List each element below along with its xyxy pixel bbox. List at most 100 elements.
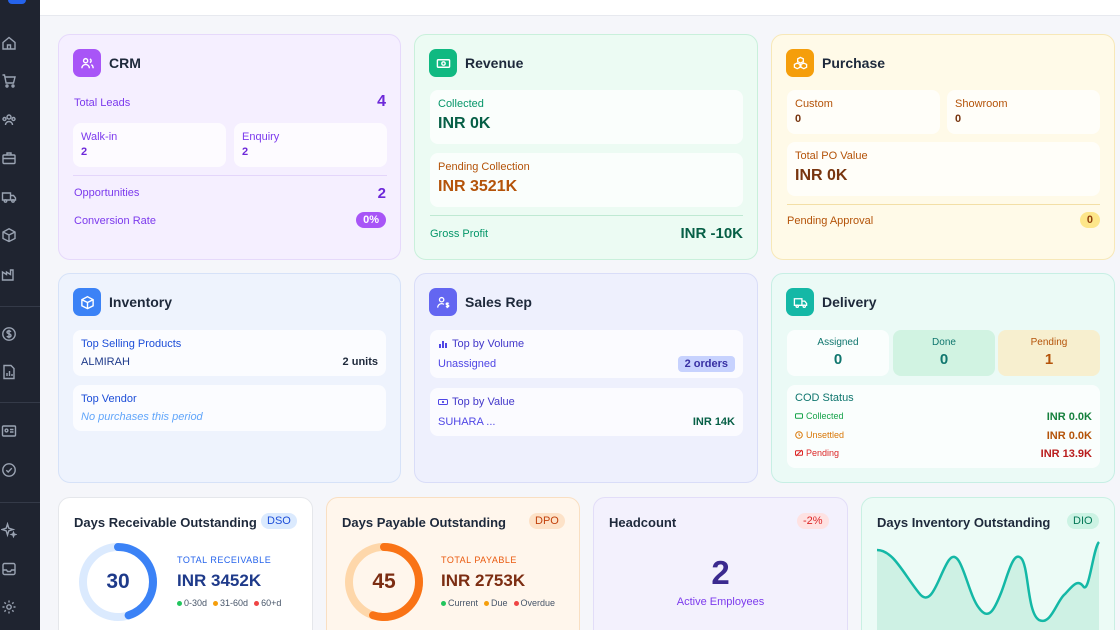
dio-line: [877, 541, 1101, 623]
opportunities-label: Opportunities: [74, 187, 140, 199]
dso-title: Days Receivable Outstanding: [74, 515, 257, 530]
dio-card: Days Inventory Outstanding DIO: [861, 497, 1115, 630]
report-icon[interactable]: [0, 363, 18, 381]
cod-collected-row: Collected: [795, 411, 844, 421]
delivery-card: Delivery Assigned 0 Done 0 Pending 1 COD…: [771, 273, 1115, 483]
cod-unsettled-label: Unsettled: [806, 430, 845, 440]
dpo-title: Days Payable Outstanding: [342, 515, 506, 530]
headcount-change-tag: -2%: [797, 513, 829, 529]
collected-stat: Collected INR 0K: [430, 90, 743, 144]
settings-icon[interactable]: [0, 598, 18, 616]
dso-legend: 0-30d 31-60d 60+d: [177, 598, 281, 608]
top-volume-row: Top by Volume Unassigned 2 orders: [430, 330, 743, 378]
enquiry-value: 2: [242, 146, 249, 158]
pending-collection-value: INR 3521K: [438, 178, 518, 195]
total-po-label: Total PO Value: [795, 150, 868, 162]
cod-pending-row: Pending: [795, 448, 839, 458]
dso-tag: DSO: [261, 513, 297, 529]
cod-collected-label: Collected: [806, 411, 844, 421]
walkin-value: 2: [81, 146, 88, 158]
truck-icon[interactable]: [0, 188, 18, 206]
pending-stat: Pending 1: [998, 330, 1100, 376]
showroom-stat: Showroom 0: [947, 90, 1100, 134]
cod-unsettled-row: Unsettled: [795, 430, 844, 440]
dso-legend-item: 0-30d: [177, 598, 207, 608]
dpo-legend: Current Due Overdue: [441, 598, 555, 608]
sales-rep-card: Sales Rep Top by Volume Unassigned 2 ord…: [414, 273, 758, 483]
dso-card: Days Receivable Outstanding DSO 30 TOTAL…: [58, 497, 313, 630]
cod-pending-value: INR 13.9K: [1040, 448, 1092, 460]
dso-days: 30: [106, 570, 130, 593]
assigned-label: Assigned: [817, 337, 859, 348]
enquiry-stat: Enquiry 2: [234, 123, 387, 167]
top-vendor-row: Top Vendor No purchases this period: [73, 385, 386, 431]
sidebar-divider: [0, 502, 40, 503]
cart-icon[interactable]: [0, 72, 18, 90]
custom-label: Custom: [795, 98, 833, 110]
total-po-value: INR 0K: [795, 167, 848, 184]
box-icon: [73, 288, 101, 316]
pending-approval-label: Pending Approval: [787, 215, 874, 227]
users-icon[interactable]: [0, 111, 18, 129]
dpo-legend-label: Current: [448, 598, 479, 608]
crm-title: CRM: [109, 55, 141, 71]
truck-icon: [786, 288, 814, 316]
dso-legend-item: 60+d: [254, 598, 281, 608]
dpo-legend-item: Due: [484, 598, 508, 608]
sidebar-divider: [0, 306, 40, 307]
dso-total-label: TOTAL RECEIVABLE: [177, 555, 272, 565]
briefcase-icon[interactable]: [0, 149, 18, 167]
total-leads-value: 4: [377, 93, 386, 110]
showroom-value: 0: [955, 113, 962, 125]
dio-title: Days Inventory Outstanding: [877, 515, 1051, 530]
dpo-card: Days Payable Outstanding DPO 45 TOTAL PA…: [326, 497, 580, 630]
clock-icon: [795, 431, 803, 439]
sidebar: [0, 0, 40, 630]
dso-legend-label: 31-60d: [220, 598, 249, 608]
check-circle-icon[interactable]: [0, 461, 18, 479]
top-vendor-label: Top Vendor: [81, 393, 137, 405]
inventory-card: Inventory Top Selling Products ALMIRAH 2…: [58, 273, 401, 483]
done-value: 0: [939, 351, 949, 368]
headcount-title: Headcount: [609, 515, 677, 530]
top-selling-row: Top Selling Products ALMIRAH 2 units: [73, 330, 386, 376]
top-vendor-value: No purchases this period: [81, 411, 203, 423]
top-value-header: Top by Value: [438, 396, 515, 408]
home-icon[interactable]: [0, 34, 18, 52]
headcount-label: Active Employees: [676, 596, 765, 608]
sidebar-top-button[interactable]: [8, 0, 26, 4]
purchase-title: Purchase: [822, 55, 886, 71]
dpo-legend-item: Overdue: [513, 598, 556, 608]
money-off-icon: [795, 449, 803, 457]
top-selling-qty: 2 units: [342, 356, 378, 368]
dpo-days: 45: [372, 570, 396, 593]
collected-label: Collected: [438, 98, 484, 110]
purchase-divider: [787, 204, 1100, 205]
pending-collection-label: Pending Collection: [438, 161, 530, 173]
factory-icon[interactable]: [0, 265, 18, 283]
dpo-total-label: TOTAL PAYABLE: [441, 555, 517, 565]
total-po-stat: Total PO Value INR 0K: [787, 142, 1100, 196]
dpo-total-value: INR 2753K: [441, 571, 526, 590]
headcount-card: Headcount -2% 2 Active Employees: [593, 497, 848, 630]
walkin-stat: Walk-in 2: [73, 123, 226, 167]
top-value-label: Top by Value: [452, 396, 515, 408]
top-value-name: SUHARA ...: [438, 416, 496, 428]
dso-ring-chart: [79, 543, 157, 621]
cod-unsettled-value: INR 0.0K: [1046, 430, 1092, 442]
money-icon: [429, 49, 457, 77]
dollar-icon[interactable]: [0, 325, 18, 343]
revenue-title: Revenue: [465, 55, 524, 71]
dpo-legend-label: Overdue: [520, 598, 556, 608]
top-value-row: Top by Value SUHARA ... INR 14K: [430, 388, 743, 436]
revenue-card: Revenue Collected INR 0K Pending Collect…: [414, 34, 758, 260]
top-selling-label: Top Selling Products: [81, 338, 182, 350]
inbox-icon[interactable]: [0, 560, 18, 578]
pending-value: 1: [1044, 351, 1054, 368]
done-stat: Done 0: [893, 330, 995, 376]
opportunities-value: 2: [377, 185, 386, 202]
sparkles-icon[interactable]: [0, 521, 18, 539]
id-card-icon[interactable]: [0, 422, 18, 440]
box-icon[interactable]: [0, 226, 18, 244]
purchase-card: Purchase Custom 0 Showroom 0 Total PO Va…: [771, 34, 1115, 260]
